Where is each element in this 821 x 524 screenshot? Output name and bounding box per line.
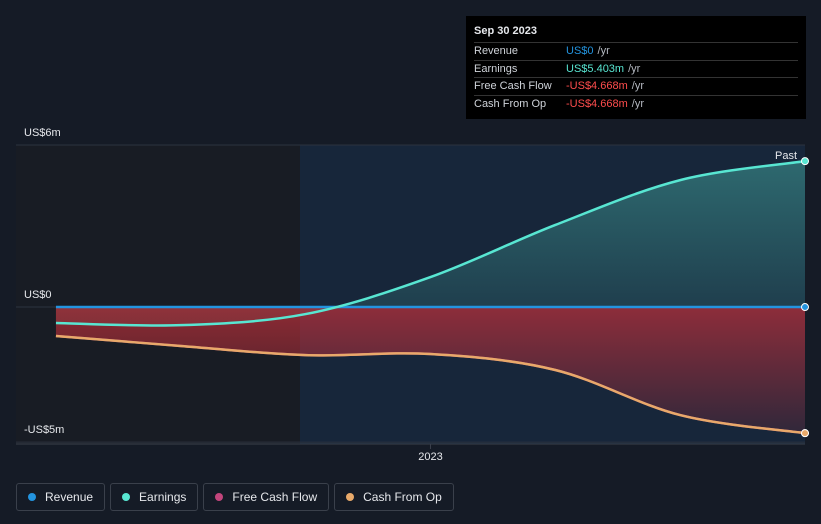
tooltip-unit: /yr (631, 97, 644, 110)
tooltip-value: -US$4.668m (566, 97, 628, 110)
line (55, 334, 806, 435)
end-dot (801, 429, 809, 438)
y-tick-label: US$6m (24, 127, 61, 139)
tooltip-row: Free Cash Flow -US$4.668m/yr (474, 77, 798, 95)
tooltip-label: Earnings (474, 62, 518, 75)
legend-dot (346, 493, 355, 501)
tooltip: Sep 30 2023 Revenue US$0/yr Earnings US$5.4… (466, 16, 806, 119)
legend-item[interactable]: Free Cash Flow (203, 483, 330, 511)
legend: Revenue Earnings Free Cash Flow Cash From O… (16, 483, 454, 511)
end-dot (801, 157, 809, 166)
legend-label: Free Cash Flow (232, 490, 318, 504)
tooltip-row: Earnings US$5.403m/yr (474, 59, 798, 78)
legend-dot (215, 493, 224, 501)
legend-label: Earnings (139, 490, 187, 504)
legend-item[interactable]: Earnings (110, 483, 199, 511)
y-tick-label: US$0 (24, 289, 52, 301)
tooltip-value: US$0 (566, 45, 594, 58)
y-tick-label: -US$5m (24, 424, 64, 436)
early-region (16, 145, 300, 444)
tooltip-unit: /yr (597, 45, 610, 58)
area (55, 307, 806, 434)
area (55, 161, 806, 326)
tooltip-value: US$5.403m (566, 62, 625, 75)
legend-item[interactable]: Cash From Op (334, 483, 454, 511)
end-dot (801, 303, 809, 312)
tooltip-date: Sep 30 2023 (474, 25, 537, 37)
past-label: Past (775, 150, 797, 162)
tooltip-unit: /yr (631, 80, 644, 93)
legend-label: Revenue (45, 490, 94, 504)
tooltip-label: Revenue (474, 45, 519, 58)
tooltip-row: Cash From Op -US$4.668m/yr (474, 94, 798, 113)
legend-item[interactable]: Revenue (16, 483, 106, 511)
tooltip-row: Revenue US$0/yr (474, 42, 798, 60)
legend-dot (28, 493, 36, 501)
line (55, 159, 806, 327)
x-tick-label: 2023 (418, 451, 442, 463)
tooltip-label: Free Cash Flow (474, 80, 552, 93)
tooltip-value: -US$4.668m (566, 80, 628, 93)
legend-label: Cash From Op (363, 490, 442, 504)
legend-dot (122, 493, 131, 501)
tooltip-label: Cash From Op (474, 97, 547, 110)
tooltip-unit: /yr (628, 62, 641, 75)
